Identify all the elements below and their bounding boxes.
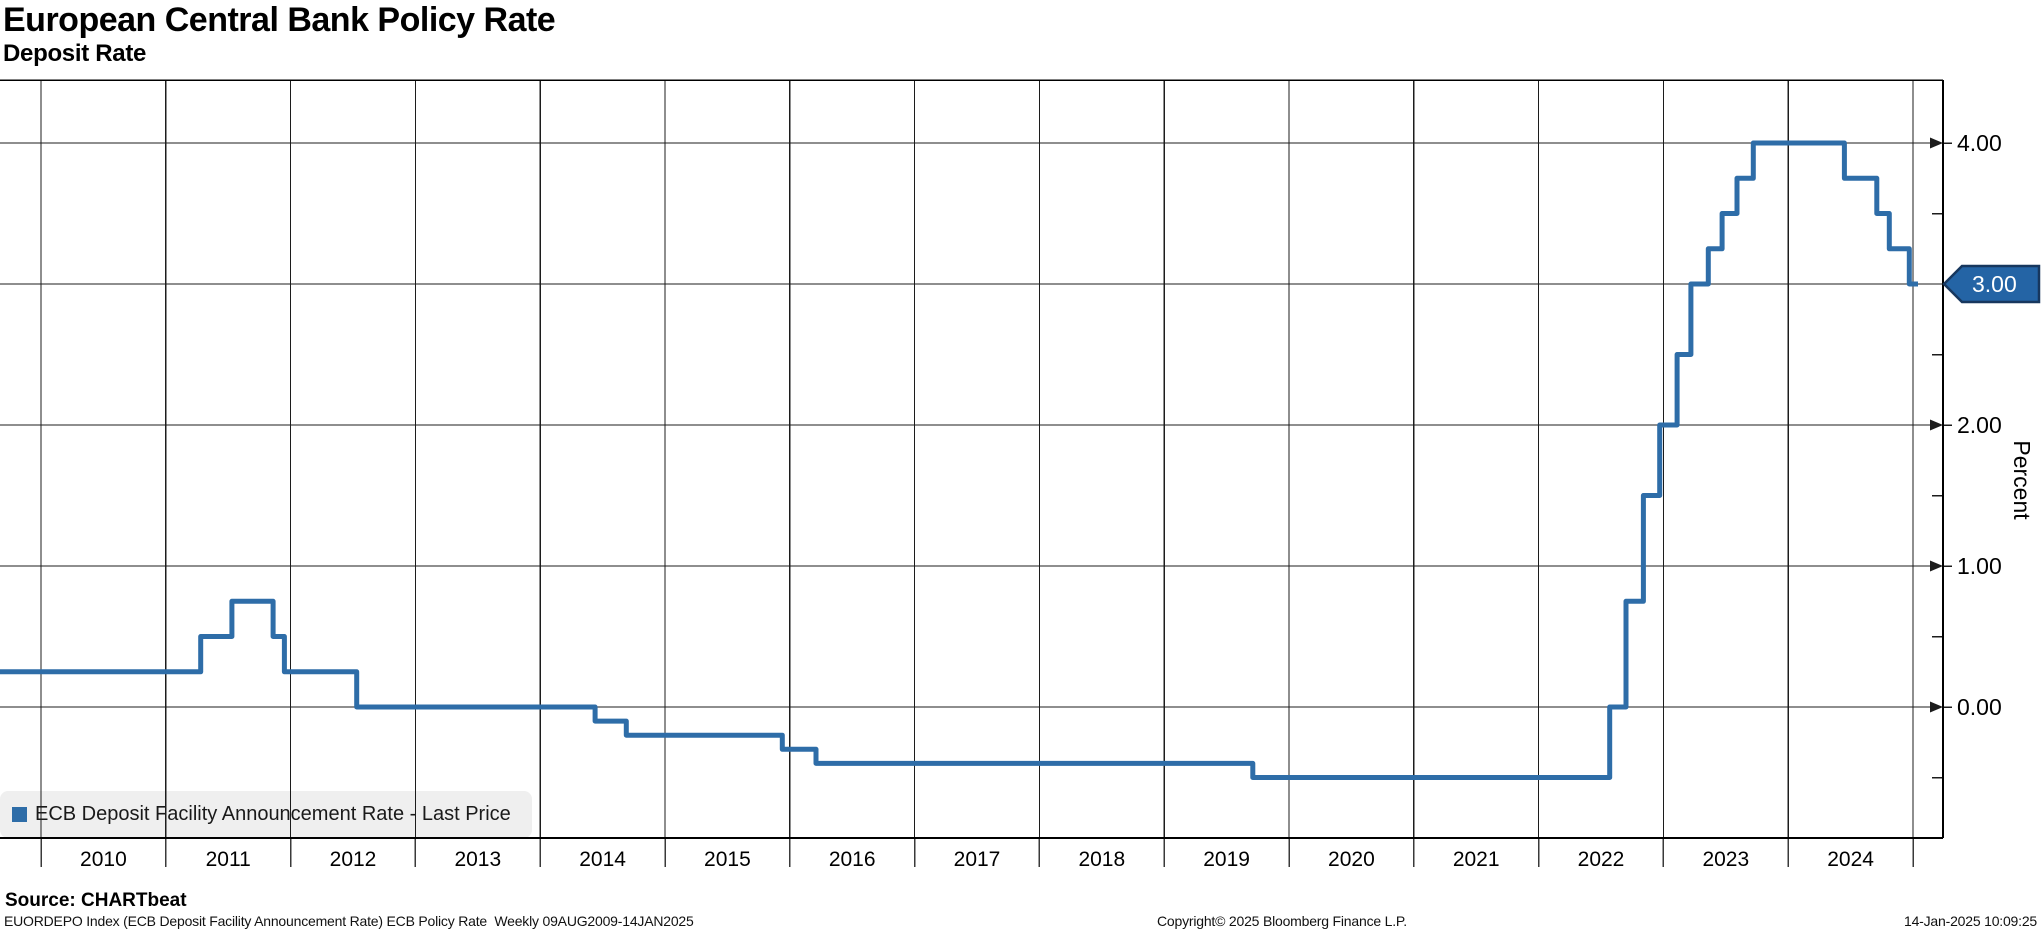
gridline-arrowhead-icon	[1930, 419, 1943, 431]
year-gridlines	[40, 80, 1914, 838]
x-axis-label: 2011	[206, 848, 251, 871]
last-price-label: 3.00	[1972, 271, 2017, 297]
y-axis-label: 1.00	[1957, 553, 2002, 579]
x-axis-label: 2010	[80, 848, 127, 871]
y-axis-label: 0.00	[1957, 694, 2002, 720]
last-price-badge-shape	[1942, 264, 2041, 304]
x-axis-label: 2012	[330, 848, 377, 871]
x-axis-label: 2018	[1078, 848, 1125, 871]
last-price-badge: 3.00	[1942, 264, 2041, 304]
page-title: European Central Bank Policy Rate	[3, 1, 556, 39]
source-line: Source: CHARTbeat	[5, 890, 187, 911]
legend-series-label: ECB Deposit Facility Announcement Rate -…	[35, 803, 511, 825]
footer-timestamp: 14-Jan-2025 10:09:25	[1904, 913, 2037, 929]
x-axis-label: 2019	[1203, 848, 1250, 871]
x-axis-label: 2020	[1328, 848, 1375, 871]
page-subtitle: Deposit Rate	[3, 40, 147, 67]
x-axis-label: 2016	[829, 848, 876, 871]
x-axis-labels: 2010 2011 2012 2013 2014 2015 2016 2017 2018 2019…	[80, 848, 1874, 871]
value-gridlines: 0.00 1.00 2.00 4.00	[0, 130, 2002, 779]
x-axis-label: 2014	[579, 848, 626, 871]
footer-copyright: Copyright© 2025 Bloomberg Finance L.P.	[1157, 913, 1407, 929]
legend-series-marker-icon	[12, 807, 27, 822]
x-axis-label: 2017	[954, 848, 1001, 871]
gridline-arrowhead-icon	[1930, 560, 1943, 572]
gridline-arrowhead-icon	[1930, 137, 1943, 149]
plot-frame	[0, 79, 1944, 839]
y-axis-label: 2.00	[1957, 412, 2002, 438]
x-axis-label: 2024	[1827, 848, 1874, 871]
x-axis-label: 2015	[704, 848, 751, 871]
x-axis-label: 2013	[454, 848, 501, 871]
x-axis-label: 2023	[1702, 848, 1749, 871]
gridline-arrowhead-icon	[1930, 701, 1943, 713]
rate-line	[0, 140, 1918, 780]
x-axis-label: 2021	[1453, 848, 1500, 871]
legend: ECB Deposit Facility Announcement Rate -…	[0, 791, 532, 838]
y-axis-title: Percent	[2009, 440, 2035, 520]
x-axis-ticks	[40, 838, 1914, 867]
x-axis-label: 2022	[1578, 848, 1625, 871]
y-axis-label: 4.00	[1957, 130, 2002, 156]
footer-index-description: EUORDEPO Index (ECB Deposit Facility Ann…	[4, 913, 694, 929]
